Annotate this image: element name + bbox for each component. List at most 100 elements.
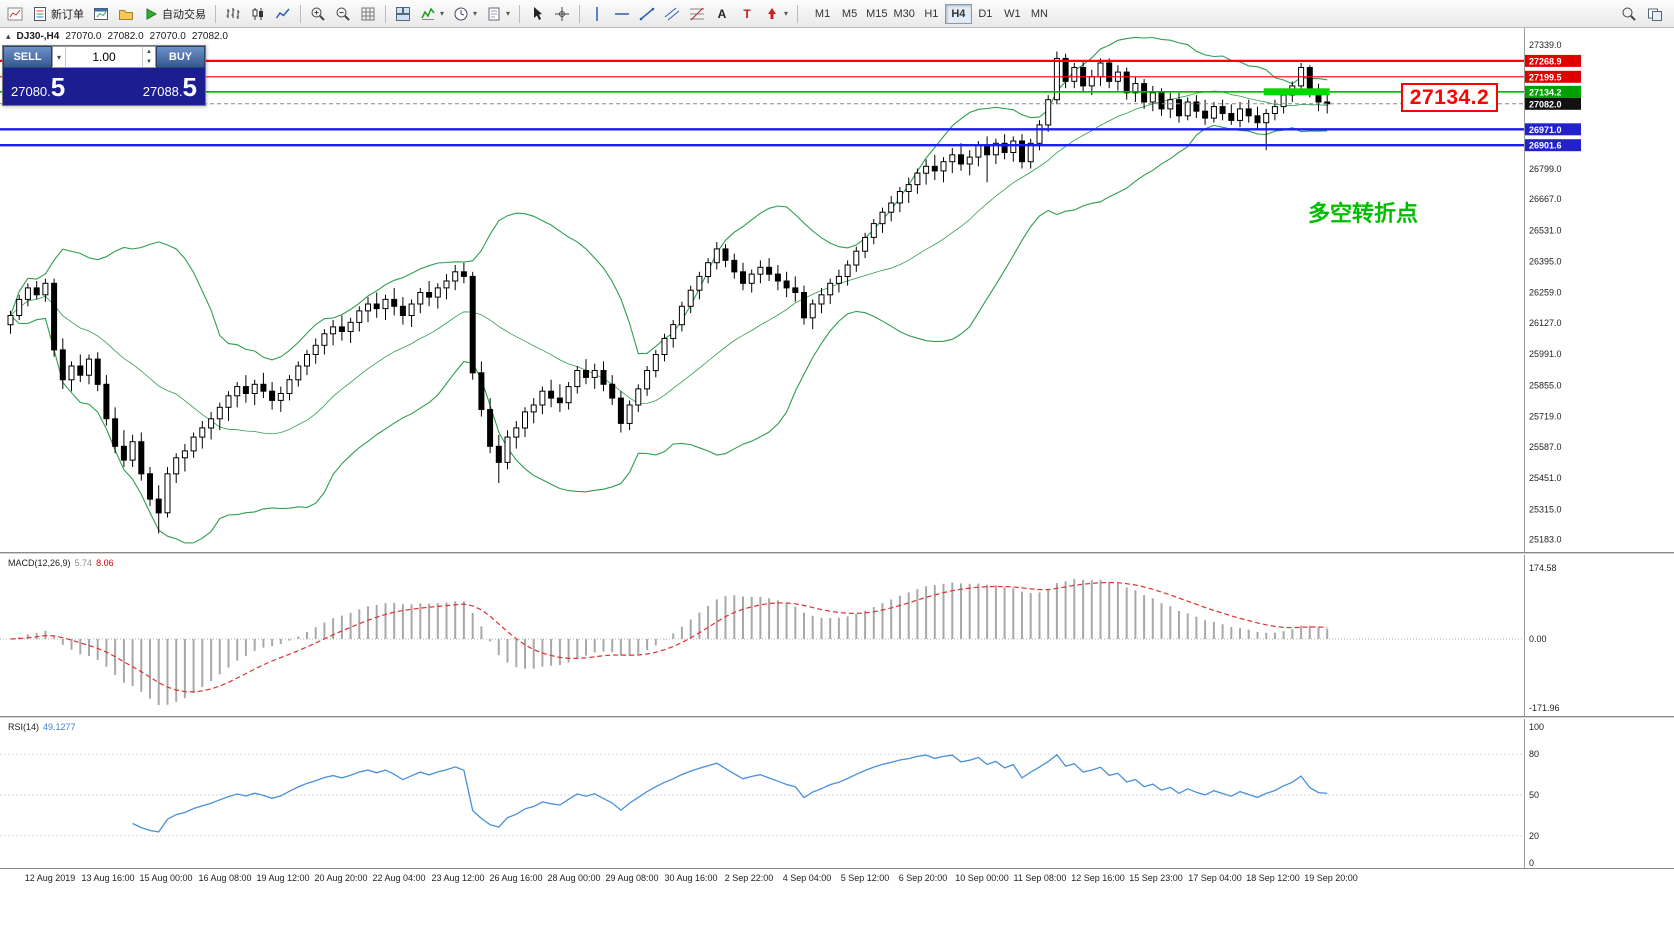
bars-chart-icon <box>226 7 240 19</box>
one-click-collapse-button[interactable]: ▴ <box>6 31 11 41</box>
panel-splitter[interactable] <box>0 552 1674 555</box>
toolbar-fibonacci-button[interactable] <box>685 3 709 25</box>
toolbar-chart-window-button[interactable] <box>89 3 113 25</box>
time-label: 15 Sep 23:00 <box>1129 873 1183 883</box>
crosshair-icon <box>555 6 570 21</box>
toolbar-zoom-in-button[interactable] <box>306 3 330 25</box>
timeframe-M1-button[interactable]: M1 <box>809 4 836 24</box>
toolbar-text-label-button[interactable]: T <box>735 3 759 25</box>
svg-text:26971.0: 26971.0 <box>1529 125 1562 135</box>
svg-text:25855.0: 25855.0 <box>1529 381 1562 391</box>
toolbar-tile-windows-button[interactable] <box>391 3 415 25</box>
search-icon <box>1622 7 1636 21</box>
horizontal-lines[interactable] <box>0 59 1524 147</box>
toolbar-crosshair-button[interactable] <box>550 3 574 25</box>
macd-indicator-label: MACD(12,26,9) 5.74 8.06 <box>8 558 114 568</box>
time-label: 13 Aug 16:00 <box>81 873 135 883</box>
timeframe-H1-button[interactable]: H1 <box>918 4 945 24</box>
svg-text:-171.96: -171.96 <box>1529 703 1560 713</box>
text-icon: A <box>718 7 727 21</box>
highlight-segment[interactable] <box>1263 88 1330 96</box>
toolbar-zoom-out-button[interactable] <box>331 3 355 25</box>
svg-text:25719.0: 25719.0 <box>1529 412 1562 422</box>
macd-axis[interactable]: 174.58 0.00 -171.96 <box>1529 563 1560 713</box>
time-label: 28 Aug 00:00 <box>547 873 601 883</box>
price-tag <box>1525 123 1581 136</box>
price-axis[interactable]: 27339.0 26799.0 26667.0 26531.0 26395.0 26259… <box>1525 40 1581 545</box>
time-label: 11 Sep 08:00 <box>1013 873 1067 883</box>
toolbar-channel-button[interactable] <box>660 3 684 25</box>
time-label: 26 Aug 16:00 <box>489 873 543 883</box>
volume-dropdown-button[interactable]: ▾ <box>53 47 66 67</box>
ohlc-close: 27082.0 <box>191 31 228 42</box>
timeframe-M15-button[interactable]: M15 <box>863 4 890 24</box>
arrows-icon <box>768 7 777 19</box>
volume-up-button[interactable]: ▲ <box>146 49 152 55</box>
time-label: 29 Aug 08:00 <box>605 873 659 883</box>
toolbar-autotrade-play-button[interactable]: 自动交易 <box>139 3 210 25</box>
grid-icon <box>361 7 375 20</box>
trendline-icon <box>639 7 655 20</box>
time-label: 4 Sep 04:00 <box>782 873 832 883</box>
price-tag <box>1525 54 1581 67</box>
timeframe-H4-button[interactable]: H4 <box>944 3 972 24</box>
rsi-axis[interactable]: 100 80 50 20 0 <box>1529 722 1544 868</box>
toolbar-templates-button[interactable]: ▾ <box>482 3 514 25</box>
price-callout-box: 27134.2 <box>1401 83 1498 112</box>
svg-text:26259.0: 26259.0 <box>1529 288 1562 298</box>
svg-text:26799.0: 26799.0 <box>1529 164 1562 174</box>
candles <box>7 51 1331 534</box>
toolbar-separator <box>385 4 386 23</box>
timeframe-M30-button[interactable]: M30 <box>890 4 917 24</box>
main-chart[interactable]: 27339.0 26799.0 26667.0 26531.0 26395.0 26259… <box>0 28 1674 552</box>
macd-signal-line <box>10 581 1328 693</box>
clock-icon <box>454 7 468 20</box>
turning-point-annotation: 多空转折点 <box>1308 202 1419 227</box>
dropdown-arrow-icon: ▾ <box>473 9 478 18</box>
rsi-panel[interactable]: 100 80 50 20 0 <box>0 719 1674 868</box>
ohlc-low: 27070.0 <box>149 31 186 42</box>
toolbar-new-order-button[interactable]: 新订单 <box>28 3 88 25</box>
svg-text:27199.5: 27199.5 <box>1529 72 1562 82</box>
timeframe-MN-button[interactable]: MN <box>1026 4 1053 24</box>
toolbar-trendline-button[interactable] <box>635 3 659 25</box>
time-axis[interactable]: 12 Aug 2019 13 Aug 16:00 15 Aug 00:00 16 Au… <box>0 869 1674 891</box>
volume-down-button[interactable]: ▼ <box>146 59 152 65</box>
toolbar-hline-button[interactable] <box>610 3 634 25</box>
toolbar-profiles-button[interactable] <box>114 3 138 25</box>
toolbar-clock-button[interactable]: ▾ <box>449 3 481 25</box>
app-icon <box>7 7 23 20</box>
toolbar-vline-button[interactable] <box>585 3 609 25</box>
time-label: 18 Sep 12:00 <box>1246 873 1300 883</box>
toolbar-text-button[interactable]: A <box>710 3 734 25</box>
toolbar-grid-button[interactable] <box>356 3 380 25</box>
toolbar-line-chart-button[interactable] <box>271 3 295 25</box>
timeframe-M5-button[interactable]: M5 <box>836 4 863 24</box>
toolbar-arrows-button[interactable]: ▾ <box>760 3 792 25</box>
macd-panel[interactable]: 174.58 0.00 -171.96 <box>0 555 1674 716</box>
toolbar-indicators-button[interactable]: ▾ <box>416 3 448 25</box>
sell-button[interactable]: SELL <box>3 46 52 68</box>
toolbar-bars-chart-button[interactable] <box>221 3 245 25</box>
svg-text:26531.0: 26531.0 <box>1529 225 1562 235</box>
svg-text:25451.0: 25451.0 <box>1529 473 1562 483</box>
zoom-out-icon <box>336 7 350 21</box>
svg-text:20: 20 <box>1529 831 1539 841</box>
timeframe-W1-button[interactable]: W1 <box>999 4 1026 24</box>
rsi-line <box>132 753 1328 833</box>
cursor-icon <box>534 6 543 20</box>
buy-button[interactable]: BUY <box>156 46 205 68</box>
time-label: 16 Aug 08:00 <box>198 873 252 883</box>
toolbar-search-button[interactable] <box>1617 3 1641 25</box>
panel-splitter[interactable] <box>0 716 1674 719</box>
timeframe-D1-button[interactable]: D1 <box>972 4 999 24</box>
toolbar-cursor-button[interactable] <box>525 3 549 25</box>
dropdown-arrow-icon: ▾ <box>440 9 445 18</box>
toolbar-candles-chart-button[interactable] <box>246 3 270 25</box>
volume-input[interactable] <box>66 47 142 67</box>
time-label: 22 Aug 04:00 <box>372 873 426 883</box>
toolbar-layout-button[interactable] <box>1643 3 1667 25</box>
time-label: 2 Sep 22:00 <box>724 873 774 883</box>
toolbar-app-button[interactable] <box>3 3 27 25</box>
fibonacci-icon <box>690 7 705 20</box>
